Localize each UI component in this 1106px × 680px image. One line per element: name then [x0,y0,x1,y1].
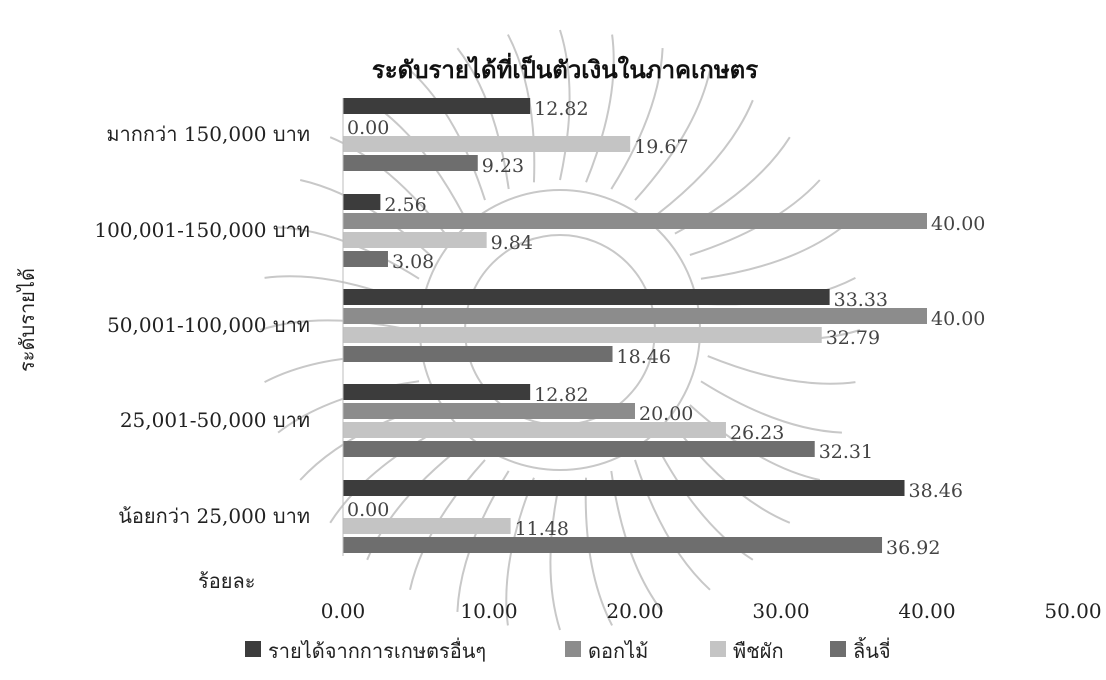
data-label: 9.84 [491,232,533,254]
x-axis-unit-label: ร้อยละ [198,569,255,593]
legend-label: พืชผัก [733,639,784,663]
category-label: 100,001-150,000 บาท [94,218,310,242]
y-axis-label: ระดับรายได้ [15,268,39,372]
category-label: มากกว่า 150,000 บาท [106,122,310,146]
watermark-ray [259,319,411,331]
bar-3 [343,422,726,438]
data-label: 9.23 [482,155,524,177]
watermark-ray [559,29,571,181]
watermark-ray [707,355,856,385]
bar-3 [343,327,822,343]
bar-4 [343,251,388,267]
category-label: 25,001-50,000 บาท [120,408,310,432]
data-label: 20.00 [639,403,693,425]
bar-3 [343,232,487,248]
data-label: 11.48 [515,518,569,540]
legend-swatch [830,641,846,657]
x-tick-label: 30.00 [752,599,809,623]
watermark-ray [634,69,711,201]
bar-1 [343,194,381,210]
x-tick-label: 50.00 [1044,599,1101,623]
data-label: 18.46 [617,346,671,368]
watermark-ray [634,459,711,591]
data-label: 40.00 [931,213,985,235]
legend: รายได้จากการเกษตรอื่นๆ ดอกไม้ พืชผัก ลิ้นจี… [245,637,891,663]
data-label: 2.56 [384,194,426,216]
bar-2 [343,213,927,229]
legend-swatch [710,641,726,657]
data-label: 40.00 [931,308,985,330]
data-label: 26.23 [730,422,784,444]
bar-1 [343,98,531,114]
bar-4 [343,537,883,553]
legend-label: รายได้จากการเกษตรอื่นๆ [268,637,486,663]
bar-1 [343,384,531,400]
bar-3 [343,518,511,534]
x-tick-label: 20.00 [606,599,663,623]
data-label: 0.00 [347,117,389,139]
bar-2 [343,308,927,324]
bar-4 [343,441,815,457]
data-label: 3.08 [392,251,434,273]
bar-1 [343,480,905,496]
data-label: 33.33 [834,289,888,311]
legend-swatch [565,641,581,657]
watermark-ray [610,48,664,190]
chart-title: ระดับรายได้ที่เป็นตัวเงินในภาคเกษตร [372,52,758,84]
legend-label: ลิ้นจี่ [853,637,891,663]
data-label: 12.82 [534,384,588,406]
bar-3 [343,136,631,152]
data-label: 0.00 [347,499,389,521]
watermark-ray [700,226,843,280]
data-label: 36.92 [886,537,940,559]
x-tick-label: 10.00 [460,599,517,623]
watermark-ray [585,34,615,183]
bar-4 [343,155,478,171]
data-label: 38.46 [909,480,963,502]
data-label: 19.67 [634,136,688,158]
bar-1 [343,289,830,305]
watermark-ray [584,477,613,626]
watermark-ray [700,380,842,434]
data-label: 32.79 [826,327,880,349]
bar-4 [343,346,613,362]
data-label: 12.82 [534,98,588,120]
data-label: 32.31 [819,441,873,463]
watermark-ray [655,99,754,216]
watermark-ray [505,477,535,626]
watermark-ray [409,69,486,201]
watermark-ray [549,479,561,631]
bar-2 [343,403,635,419]
category-label: 50,001-100,000 บาท [107,313,310,337]
category-label: น้อยกว่า 25,000 บาท [118,504,310,528]
x-tick-label: 40.00 [898,599,955,623]
legend-swatch [245,641,261,657]
legend-label: ดอกไม้ [588,639,648,663]
x-tick-label: 0.00 [321,599,366,623]
